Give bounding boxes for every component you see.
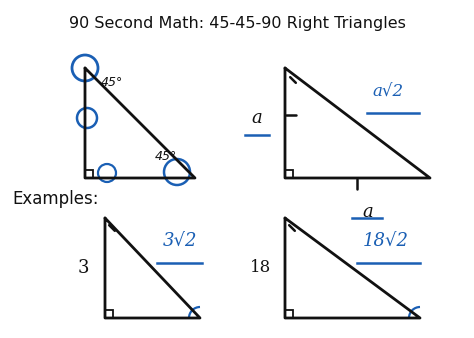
Text: 90 Second Math: 45-45-90 Right Triangles: 90 Second Math: 45-45-90 Right Triangles (69, 16, 405, 31)
Text: Examples:: Examples: (12, 190, 99, 208)
Text: a: a (252, 109, 263, 127)
Text: 3√2: 3√2 (163, 232, 197, 250)
Text: a: a (362, 203, 373, 221)
Text: 3: 3 (77, 259, 89, 277)
Text: 18√2: 18√2 (363, 232, 409, 250)
Text: 45°: 45° (101, 76, 123, 89)
Text: 18: 18 (250, 260, 272, 276)
Text: 45°: 45° (155, 150, 177, 163)
Text: a√2: a√2 (373, 84, 404, 101)
